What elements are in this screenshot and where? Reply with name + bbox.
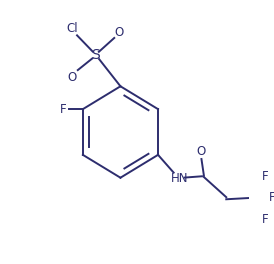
Text: Cl: Cl: [67, 22, 78, 35]
Text: HN: HN: [170, 172, 188, 185]
Text: O: O: [114, 26, 123, 39]
Text: F: F: [261, 170, 268, 183]
Text: F: F: [60, 103, 67, 116]
Text: F: F: [269, 191, 274, 204]
Text: O: O: [197, 145, 206, 158]
Text: S: S: [91, 48, 100, 62]
Text: F: F: [261, 213, 268, 226]
Text: O: O: [67, 72, 77, 84]
